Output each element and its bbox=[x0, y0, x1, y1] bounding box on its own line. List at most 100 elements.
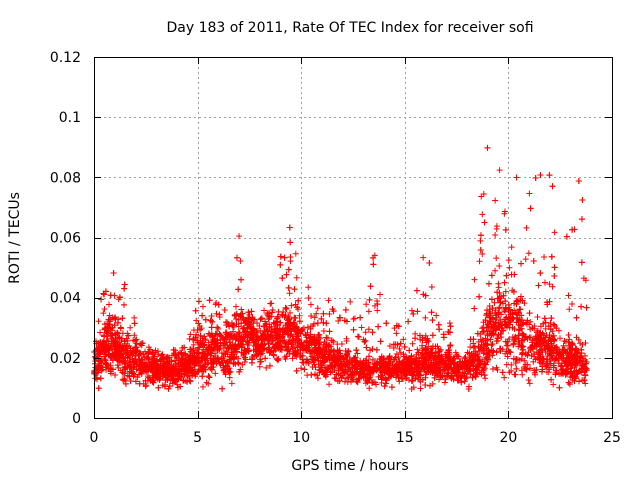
data-point bbox=[298, 365, 305, 372]
data-point bbox=[408, 307, 415, 314]
data-point bbox=[361, 338, 368, 345]
data-point bbox=[118, 337, 125, 344]
data-point bbox=[112, 315, 119, 322]
data-point bbox=[535, 282, 542, 289]
data-point bbox=[386, 343, 393, 350]
data-point bbox=[286, 290, 293, 297]
data-point bbox=[516, 357, 523, 364]
data-point bbox=[381, 383, 388, 390]
data-point bbox=[546, 281, 553, 288]
data-point bbox=[374, 301, 381, 308]
data-point bbox=[335, 318, 342, 325]
data-point bbox=[354, 350, 361, 357]
data-point bbox=[237, 258, 244, 265]
data-point bbox=[560, 355, 567, 362]
data-point bbox=[569, 301, 576, 308]
data-point bbox=[497, 299, 504, 306]
data-point bbox=[95, 318, 102, 325]
data-point bbox=[446, 320, 453, 327]
data-point bbox=[311, 314, 318, 321]
data-point bbox=[127, 324, 134, 331]
data-point bbox=[462, 353, 469, 360]
data-point bbox=[291, 314, 298, 321]
data-point bbox=[518, 367, 525, 374]
data-point bbox=[502, 226, 509, 233]
data-point bbox=[502, 288, 509, 295]
data-point bbox=[479, 325, 486, 332]
data-point bbox=[307, 301, 314, 308]
data-point bbox=[428, 284, 435, 291]
data-point bbox=[320, 328, 327, 335]
data-point bbox=[100, 310, 107, 317]
data-point bbox=[508, 367, 515, 374]
data-point bbox=[481, 365, 488, 372]
data-point bbox=[508, 244, 515, 251]
data-point bbox=[236, 368, 243, 375]
data-point bbox=[503, 342, 510, 349]
data-point bbox=[492, 307, 499, 314]
data-point bbox=[238, 306, 245, 313]
data-point bbox=[396, 378, 403, 385]
data-point bbox=[101, 306, 108, 313]
data-point bbox=[469, 374, 476, 381]
data-point bbox=[493, 338, 500, 345]
data-point bbox=[282, 355, 289, 362]
data-point bbox=[479, 251, 486, 258]
data-point bbox=[341, 378, 348, 385]
data-point bbox=[526, 190, 533, 197]
data-point bbox=[523, 224, 530, 231]
data-point bbox=[492, 267, 499, 274]
data-point bbox=[483, 312, 490, 319]
data-point bbox=[139, 339, 146, 346]
data-point bbox=[261, 307, 268, 314]
data-point bbox=[494, 289, 501, 296]
data-point bbox=[226, 374, 233, 381]
data-points bbox=[91, 144, 590, 393]
data-point bbox=[493, 314, 500, 321]
data-point bbox=[190, 347, 197, 354]
data-point bbox=[106, 301, 113, 308]
data-point bbox=[363, 344, 370, 351]
data-point bbox=[433, 312, 440, 319]
data-point bbox=[267, 300, 274, 307]
data-point bbox=[397, 349, 404, 356]
data-point bbox=[218, 350, 225, 357]
data-point bbox=[396, 345, 403, 352]
data-point bbox=[541, 254, 548, 261]
data-point bbox=[305, 284, 312, 291]
data-point bbox=[343, 337, 350, 344]
data-point bbox=[414, 346, 421, 353]
data-point bbox=[197, 362, 204, 369]
data-point bbox=[279, 275, 286, 282]
data-point bbox=[314, 305, 321, 312]
data-point bbox=[311, 321, 318, 328]
data-point bbox=[120, 377, 127, 384]
data-point bbox=[511, 326, 518, 333]
data-point bbox=[200, 383, 207, 390]
data-point bbox=[526, 380, 533, 387]
data-point bbox=[543, 369, 550, 376]
data-point bbox=[97, 329, 104, 336]
data-point bbox=[565, 332, 572, 339]
data-point bbox=[114, 362, 121, 369]
data-point bbox=[131, 314, 138, 321]
data-point bbox=[467, 343, 474, 350]
data-point bbox=[213, 310, 220, 317]
data-point bbox=[505, 301, 512, 308]
data-point bbox=[417, 385, 424, 392]
data-point bbox=[452, 349, 459, 356]
data-point bbox=[496, 263, 503, 270]
data-point bbox=[504, 353, 511, 360]
data-point bbox=[232, 303, 239, 310]
data-point bbox=[235, 316, 242, 323]
data-point bbox=[423, 339, 430, 346]
data-point bbox=[365, 308, 372, 315]
data-point bbox=[503, 348, 510, 355]
data-point bbox=[289, 355, 296, 362]
data-point bbox=[130, 337, 137, 344]
data-point bbox=[530, 358, 537, 365]
data-point bbox=[573, 334, 580, 341]
data-point bbox=[496, 167, 503, 174]
data-point bbox=[263, 364, 270, 371]
